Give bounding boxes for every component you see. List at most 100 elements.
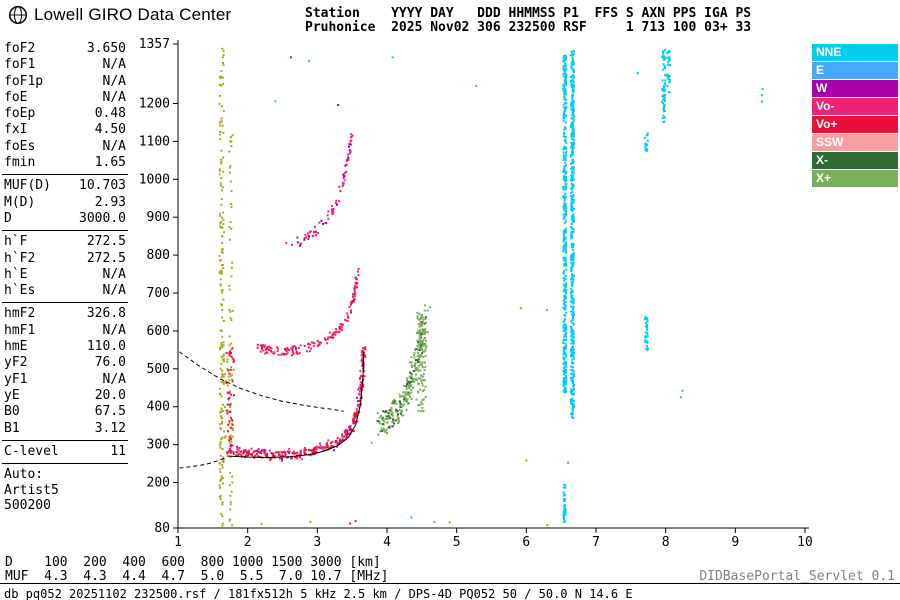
echo-point-rfi-cyan-6.66 xyxy=(572,178,575,181)
echo-point-xtrace-vline-green xyxy=(420,334,422,337)
echo-point-rfi-cyan-6.55 xyxy=(562,87,565,90)
echo-point-f2-secondhop-pink xyxy=(296,353,299,355)
echo-point-f2-otrace-main xyxy=(303,450,306,453)
echo-point-rfi-line-1.62 xyxy=(221,211,224,214)
echo-point-f2-secondhop-red xyxy=(269,349,272,352)
echo-point-rfi-line-1.76 xyxy=(228,484,231,487)
echo-point-f2-thirdhop-magenta xyxy=(322,222,325,225)
echo-point-rfi-cyan-6.66 xyxy=(573,115,575,118)
echo-point-rfi-cyan-6.66 xyxy=(572,104,575,106)
param-label: h`E xyxy=(4,266,28,282)
echo-point-rfi-cyan-6.55 xyxy=(563,112,565,115)
echo-point-f2-otrace-pink xyxy=(238,446,241,449)
echo-point-f2-secondhop-pink xyxy=(328,331,331,334)
echo-point-f2-otrace-main xyxy=(318,446,321,449)
echo-point-rfi-cyan-6.55 xyxy=(564,260,567,263)
echo-point-rfi-cyan-6.66 xyxy=(570,225,572,228)
echo-point-rfi-cyan-7.97 xyxy=(662,107,665,110)
echo-point-rfi-line-1.62 xyxy=(221,482,224,485)
param-value: 20.0 xyxy=(94,387,126,403)
auto-scaler-label: Artist5 xyxy=(4,482,59,498)
echo-point-rfi-cyan-6.55-low xyxy=(563,483,566,486)
echo-point-f2-otrace-main xyxy=(361,353,364,355)
echo-point-rfi-cyan-6.66 xyxy=(571,331,574,334)
echo-point-stray-green xyxy=(429,306,432,309)
echo-point-f2-secondhop-red xyxy=(341,323,344,326)
echo-point-rfi-cyan-6.66 xyxy=(571,97,574,100)
echo-point-f2-otrace-pink xyxy=(358,392,361,395)
echo-point-rfi-line-1.62 xyxy=(219,471,222,473)
echo-point-rfi-cyan-7.97 xyxy=(661,88,664,90)
echo-point-rfi-cyan-7.97 xyxy=(664,57,667,60)
echo-point-f2-otrace-magenta xyxy=(236,445,239,448)
echo-point-stray-blue xyxy=(681,389,684,392)
echo-point-f2-xtrace-darkgreen xyxy=(381,430,383,433)
echo-point-f2-xtrace-green xyxy=(397,420,400,423)
echo-point-f2-secondhop-red xyxy=(295,351,298,354)
echo-point-f2-xtrace-green xyxy=(424,304,426,307)
echo-point-rfi-cyan-8.04 xyxy=(666,56,669,59)
echo-point-rfi-cyan-6.55-low xyxy=(563,499,566,502)
echo-point-f2-thirdhop-pink xyxy=(351,134,354,137)
echo-point-f2-otrace-main xyxy=(294,452,297,455)
echo-point-rfi-cyan-6.55 xyxy=(562,250,565,253)
echo-point-f2-xtrace-darkgreen xyxy=(406,383,408,386)
echo-point-rfi-cyan-6.66 xyxy=(572,340,575,342)
echo-point-rfi-cyan-6.66 xyxy=(570,61,573,64)
param-row: yE 20.0 xyxy=(2,388,130,404)
echo-point-f2-secondhop-pink xyxy=(339,322,342,325)
x-tick-label: 6 xyxy=(522,535,530,550)
echo-point-f2-xtrace-green xyxy=(392,420,395,423)
echo-point-spread-f-low-red xyxy=(228,403,231,406)
echo-point-f2-xtrace-darkgreen xyxy=(394,400,397,403)
echo-point-f2-otrace-main xyxy=(364,346,367,349)
echo-point-rfi-cyan-6.66 xyxy=(572,118,575,121)
echo-point-stray-blue xyxy=(680,396,682,399)
echo-point-f2-xtrace-darkgreen xyxy=(377,420,380,423)
echo-point-spread-f-low-olive xyxy=(220,376,223,379)
echo-point-f2-secondhop-red xyxy=(286,347,289,350)
echo-point-rfi-cyan-6.55 xyxy=(562,170,565,173)
echo-point-spread-f-low-red xyxy=(231,347,234,350)
echo-point-rfi-cyan-6.66 xyxy=(570,379,573,382)
echo-point-rfi-cyan-9.4 xyxy=(760,94,763,97)
echo-point-f2-xtrace-green xyxy=(406,379,409,382)
echo-point-rfi-line-1.62 xyxy=(221,464,224,466)
echo-point-f2-secondhop-pink xyxy=(307,343,310,346)
echo-point-rfi-line-1.62 xyxy=(221,251,224,254)
echo-point-f2-secondhop-pink xyxy=(308,350,311,353)
echo-point-f2-otrace-magenta xyxy=(339,440,342,443)
echo-point-rfi-line-1.62 xyxy=(219,182,222,185)
echo-point-rfi-line-1.62 xyxy=(218,254,221,257)
echo-point-f2-thirdhop-magenta xyxy=(299,244,302,247)
echo-point-f2-otrace-main xyxy=(363,353,366,356)
echo-point-spread-f-low-red xyxy=(231,419,234,421)
echo-point-f2-otrace-pink xyxy=(331,440,334,443)
echo-point-rfi-cyan-6.66 xyxy=(571,379,574,382)
echo-point-f2-xtrace-green xyxy=(390,406,393,409)
param-row: yF2 76.0 xyxy=(2,355,130,371)
echo-point-f2-otrace-pink xyxy=(280,454,283,457)
echo-point-rfi-cyan-6.66 xyxy=(572,243,575,246)
echo-point-f2-xtrace-green xyxy=(418,343,421,346)
echo-point-rfi-line-1.62 xyxy=(222,54,225,57)
echo-point-rfi-cyan-6.55 xyxy=(564,296,567,299)
echo-point-rfi-line-1.62 xyxy=(221,248,224,251)
echo-point-rfi-cyan-6.55 xyxy=(564,314,567,317)
echo-point-rfi-cyan-8.04 xyxy=(667,78,670,80)
echo-point-f2-thirdhop-pink xyxy=(350,136,353,139)
echo-point-rfi-cyan-6.55 xyxy=(563,338,566,341)
echo-point-rfi-cyan-6.66 xyxy=(571,329,574,332)
curve-extrapolated-upper-dashed xyxy=(179,351,344,412)
echo-point-f2-otrace-pink xyxy=(258,450,261,453)
echo-point-rfi-line-1.62 xyxy=(222,358,225,361)
echo-point-f2-secondhop-pink xyxy=(332,332,335,335)
echo-point-f2-xtrace-green xyxy=(391,421,394,424)
param-value: 3000.0 xyxy=(79,210,126,226)
echo-point-f2-otrace-pink xyxy=(278,457,281,460)
echo-point-rfi-line-1.76 xyxy=(229,434,232,437)
echo-point-rfi-cyan-6.66 xyxy=(570,103,573,106)
echo-point-rfi-cyan-7.97 xyxy=(663,90,666,93)
echo-point-rfi-cyan-6.66 xyxy=(572,166,575,169)
echo-point-rfi-cyan-6.55 xyxy=(563,264,566,267)
